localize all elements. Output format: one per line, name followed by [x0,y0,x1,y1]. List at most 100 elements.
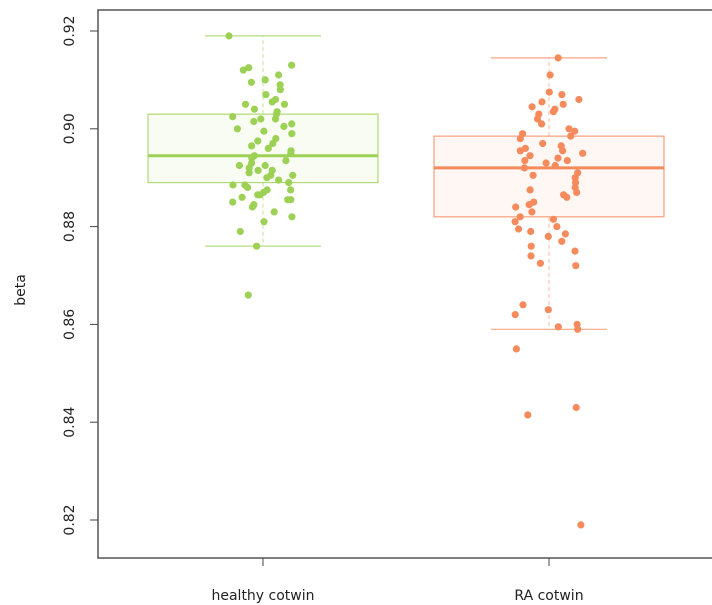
data-point [512,345,521,353]
data-point [244,291,252,299]
data-point [526,186,534,194]
data-point [254,166,262,174]
data-point [248,142,256,150]
data-point [269,139,277,148]
data-point [528,103,536,111]
plot-frame-layer [97,9,712,559]
data-point [561,230,570,238]
data-point [516,213,524,221]
data-point [539,139,547,148]
data-point [525,201,533,209]
data-point [268,166,276,174]
data-point [288,213,296,221]
data-point [529,171,537,179]
data-point [544,232,552,240]
y-tick-label: 0.88 [62,211,78,242]
data-point [571,247,579,255]
data-point [544,306,552,314]
data-point [559,147,567,155]
data-point [516,135,524,143]
data-point [511,311,519,319]
data-point [533,115,542,123]
data-point [572,403,580,412]
y-tick-label: 0.82 [62,504,78,535]
data-point [546,71,554,79]
data-point [254,137,262,145]
data-point [275,176,283,184]
x-tick-label: healthy cotwin [211,588,314,604]
iqr-box [433,135,665,218]
data-point [288,61,296,69]
data-point [520,164,529,172]
data-point [238,193,246,201]
data-point [260,127,268,135]
data-point [287,186,295,194]
data-point [512,203,520,211]
data-point [579,149,587,157]
x-tick-label: RA cotwin [514,588,583,604]
data-point [288,130,296,138]
data-point [236,227,244,236]
data-point [239,66,247,74]
data-point [280,122,288,130]
data-point [241,181,249,189]
data-point [521,157,529,165]
data-point [247,78,255,86]
data-point [554,54,562,62]
y-axis: 0.82 0.84 0.86 0.88 0.90 0.92 [62,15,98,536]
data-point [538,120,546,128]
y-tick-label: 0.84 [62,407,78,438]
data-point [235,161,243,170]
plot-frame [97,9,712,559]
data-point [575,95,583,104]
data-point [241,100,250,108]
data-point [225,32,233,40]
data-point [261,76,269,84]
data-point [516,147,524,155]
data-point [527,242,535,250]
data-point [261,161,269,170]
data-point [553,223,561,231]
data-point [572,262,580,270]
data-point [233,125,241,133]
data-point [577,521,585,529]
data-point [536,259,545,267]
data-point [271,115,280,123]
data-point [248,203,256,211]
y-axis-label: beta [13,274,29,306]
data-point [256,191,264,199]
data-point [573,188,581,196]
iqr-box [147,113,379,184]
data-point [528,208,536,216]
data-point [538,98,546,106]
box-groups [147,32,665,529]
data-point [519,301,527,309]
data-point [282,157,290,165]
data-point [524,411,532,419]
data-point [558,91,566,99]
data-point [270,208,278,216]
data-point [545,88,553,96]
data-point [275,71,283,79]
data-point [250,117,258,126]
data-point [511,218,519,226]
data-point [565,125,573,133]
data-point [280,100,289,108]
data-point [264,144,272,152]
data-point [229,198,237,206]
data-point [542,159,550,167]
data-point [526,152,534,160]
y-tick-label: 0.90 [62,113,78,144]
data-point [571,127,579,135]
data-point [262,91,270,99]
data-point [515,225,523,233]
x-axis: healthy cotwin RA cotwin [211,558,584,604]
data-point [574,325,582,333]
data-point [558,237,566,245]
data-point [284,196,292,204]
data-point [554,154,562,162]
data-point [268,98,276,106]
data-point [276,86,284,94]
data-point [549,215,558,223]
